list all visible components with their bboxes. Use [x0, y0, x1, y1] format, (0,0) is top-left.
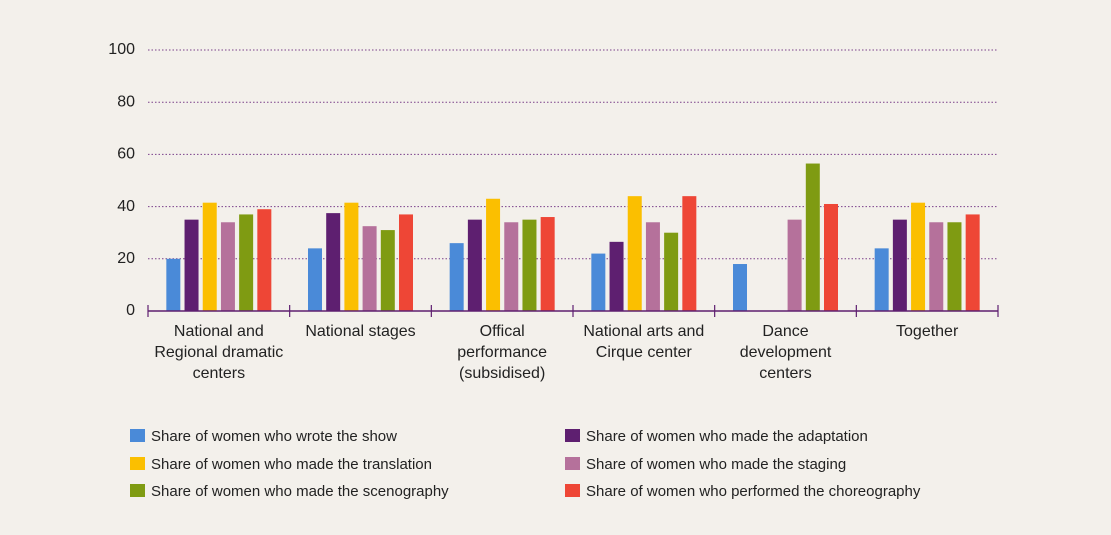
bar: [220, 222, 235, 311]
bar: [787, 219, 802, 311]
legend-label: Share of women who made the scenography: [151, 483, 449, 500]
bar: [344, 202, 359, 311]
legend-item: Share of women who performed the choreog…: [565, 483, 920, 500]
legend-swatch: [565, 429, 580, 442]
bar: [486, 198, 501, 311]
x-tick-label: Together: [896, 323, 959, 340]
bar: [892, 219, 907, 311]
bar: [166, 258, 181, 311]
legend-label: Share of women who made the adaptation: [586, 428, 868, 445]
bar: [257, 209, 272, 311]
bar: [239, 214, 254, 311]
x-tick-label: National stages: [305, 323, 416, 340]
bar: [874, 248, 889, 311]
bar: [326, 213, 341, 311]
y-tick-label: 40: [117, 198, 135, 215]
legend-item: Share of women who made the scenography: [130, 483, 449, 500]
y-tick-label: 100: [108, 41, 135, 58]
legend-item: Share of women who made the staging: [565, 456, 846, 473]
legend-swatch: [130, 429, 145, 442]
legend-label: Share of women who made the staging: [586, 455, 847, 473]
bar: [947, 222, 962, 311]
bar: [202, 202, 217, 311]
bar: [522, 219, 537, 311]
bar: [609, 241, 624, 311]
bar: [627, 196, 642, 311]
legend-swatch: [130, 484, 145, 497]
bar: [824, 203, 838, 311]
bar: [467, 219, 482, 311]
bar: [733, 264, 747, 311]
y-tick-label: 60: [117, 146, 135, 163]
bar: [911, 202, 926, 311]
bar: [184, 219, 199, 311]
bar: [449, 243, 464, 311]
bar: [504, 222, 519, 311]
y-tick-label: 0: [126, 302, 135, 319]
bar: [664, 232, 679, 311]
legend-item: Share of women who wrote the show: [130, 428, 397, 445]
bar: [540, 217, 555, 311]
x-tick-label: Dance development centers: [739, 323, 832, 382]
bar: [965, 214, 980, 311]
x-tick-label: National arts and Cirque center: [583, 323, 705, 361]
y-tick-label: 20: [117, 250, 135, 267]
bar: [805, 163, 820, 311]
legend-item: Share of women who made the translation: [130, 456, 432, 473]
legend-label: Share of women who performed the choreog…: [586, 483, 921, 500]
bar: [308, 248, 322, 311]
legend-label: Share of women who made the translation: [151, 455, 432, 473]
x-tick-label: Offical performance (subsidised): [457, 323, 548, 382]
legend-label: Share of women who wrote the show: [151, 428, 397, 445]
legend-swatch: [565, 484, 580, 497]
legend-item: Share of women who made the adaptation: [565, 428, 868, 445]
x-tick-label: National and Regional dramatic centers: [154, 323, 284, 382]
bar: [645, 222, 660, 311]
legend-swatch: [130, 456, 145, 470]
y-tick-label: 80: [117, 93, 135, 110]
bar: [380, 230, 395, 311]
bar: [399, 214, 413, 311]
bar: [362, 226, 377, 311]
bar: [591, 253, 606, 311]
bar: [682, 196, 697, 311]
legend-swatch: [565, 456, 580, 470]
bar: [929, 222, 944, 311]
